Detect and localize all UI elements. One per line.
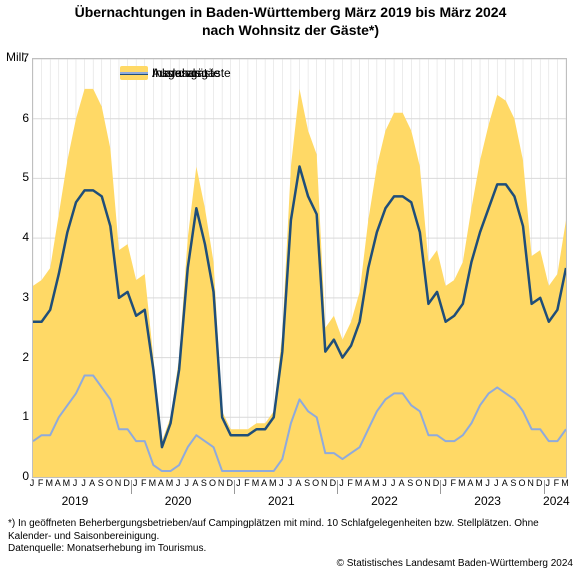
x-tick-year: 2024 xyxy=(543,494,570,508)
year-separator xyxy=(131,480,132,494)
x-tick-month: O xyxy=(519,478,526,488)
x-tick-month: J xyxy=(442,478,447,488)
x-tick-month: O xyxy=(209,478,216,488)
x-tick-month: A xyxy=(158,478,164,488)
x-tick-month: O xyxy=(312,478,319,488)
x-tick-year: 2021 xyxy=(268,494,295,508)
x-tick-month: J xyxy=(184,478,189,488)
title-line-2: nach Wohnsitz der Gäste*) xyxy=(202,22,379,38)
x-tick-month: J xyxy=(288,478,293,488)
x-tick-month: N xyxy=(218,478,225,488)
x-tick-month: N xyxy=(424,478,431,488)
y-tick-label: 2 xyxy=(9,350,29,364)
year-separator xyxy=(544,480,545,494)
copyright: © Statistisches Landesamt Baden-Württemb… xyxy=(337,558,573,569)
x-tick-month: M xyxy=(252,478,260,488)
x-tick-month: A xyxy=(502,478,508,488)
y-tick-label: 3 xyxy=(9,290,29,304)
x-tick-month: M xyxy=(269,478,277,488)
x-tick-month: N xyxy=(321,478,328,488)
x-tick-month: M xyxy=(149,478,157,488)
x-tick-month: N xyxy=(115,478,122,488)
x-tick-month: S xyxy=(407,478,413,488)
x-tick-month: M xyxy=(166,478,174,488)
chart-svg xyxy=(33,59,566,477)
year-separator xyxy=(337,480,338,494)
x-tick-month: F xyxy=(554,478,560,488)
footnote: *) In geöffneten Beherbergungsbetrieben/… xyxy=(8,518,568,556)
x-tick-year: 2020 xyxy=(165,494,192,508)
x-tick-month: O xyxy=(415,478,422,488)
x-tick-month: M xyxy=(458,478,466,488)
x-tick-month: J xyxy=(546,478,551,488)
footnote-text: *) In geöffneten Beherbergungsbetrieben/… xyxy=(8,518,539,554)
x-tick-month: M xyxy=(372,478,380,488)
x-tick-month: A xyxy=(467,478,473,488)
x-tick-month: D xyxy=(433,478,440,488)
x-tick-month: J xyxy=(236,478,241,488)
legend-label: Auslandsgäste xyxy=(152,66,231,80)
x-tick-month: A xyxy=(295,478,301,488)
plot-area xyxy=(32,58,567,478)
y-tick-label: 6 xyxy=(9,111,29,125)
x-tick-month: F xyxy=(141,478,147,488)
x-tick-month: A xyxy=(89,478,95,488)
x-tick-month: J xyxy=(494,478,499,488)
x-tick-month: O xyxy=(106,478,113,488)
chart-container: Übernachtungen in Baden-Württemberg März… xyxy=(0,0,581,574)
x-tick-month: A xyxy=(364,478,370,488)
x-tick-month: J xyxy=(81,478,86,488)
y-tick-label: 1 xyxy=(9,409,29,423)
x-tick-month: M xyxy=(561,478,569,488)
y-tick-label: 5 xyxy=(9,170,29,184)
legend-item-ausland: Auslandsgäste xyxy=(120,66,231,80)
y-tick-label: 0 xyxy=(9,469,29,483)
y-tick-label: 7 xyxy=(9,51,29,65)
x-tick-month: M xyxy=(63,478,71,488)
x-tick-month: A xyxy=(192,478,198,488)
x-tick-month: A xyxy=(399,478,405,488)
x-tick-year: 2019 xyxy=(62,494,89,508)
x-tick-month: S xyxy=(304,478,310,488)
x-tick-month: S xyxy=(98,478,104,488)
year-separator xyxy=(234,480,235,494)
x-tick-month: J xyxy=(279,478,284,488)
x-tick-month: N xyxy=(527,478,534,488)
x-tick-month: J xyxy=(73,478,78,488)
x-tick-month: F xyxy=(38,478,44,488)
x-tick-year: 2023 xyxy=(474,494,501,508)
x-tick-month: S xyxy=(510,478,516,488)
x-tick-month: M xyxy=(475,478,483,488)
x-tick-month: M xyxy=(45,478,53,488)
x-tick-month: D xyxy=(226,478,233,488)
x-tick-month: F xyxy=(244,478,250,488)
title-line-1: Übernachtungen in Baden-Württemberg März… xyxy=(75,4,507,20)
x-tick-month: J xyxy=(133,478,138,488)
y-tick-label: 4 xyxy=(9,230,29,244)
x-tick-month: J xyxy=(30,478,35,488)
chart-title: Übernachtungen in Baden-Württemberg März… xyxy=(0,4,581,39)
x-tick-month: J xyxy=(339,478,344,488)
x-tick-month: A xyxy=(261,478,267,488)
x-tick-month: F xyxy=(347,478,353,488)
x-tick-month: D xyxy=(123,478,130,488)
x-tick-month: J xyxy=(382,478,387,488)
x-tick-month: A xyxy=(55,478,61,488)
x-tick-month: J xyxy=(391,478,396,488)
x-tick-month: J xyxy=(485,478,490,488)
x-tick-month: D xyxy=(536,478,543,488)
x-tick-month: J xyxy=(176,478,181,488)
year-separator xyxy=(440,480,441,494)
x-tick-month: D xyxy=(330,478,337,488)
x-tick-month: F xyxy=(450,478,456,488)
legend-swatch-line xyxy=(120,72,148,74)
x-tick-year: 2022 xyxy=(371,494,398,508)
x-tick-month: M xyxy=(355,478,363,488)
x-tick-month: S xyxy=(201,478,207,488)
